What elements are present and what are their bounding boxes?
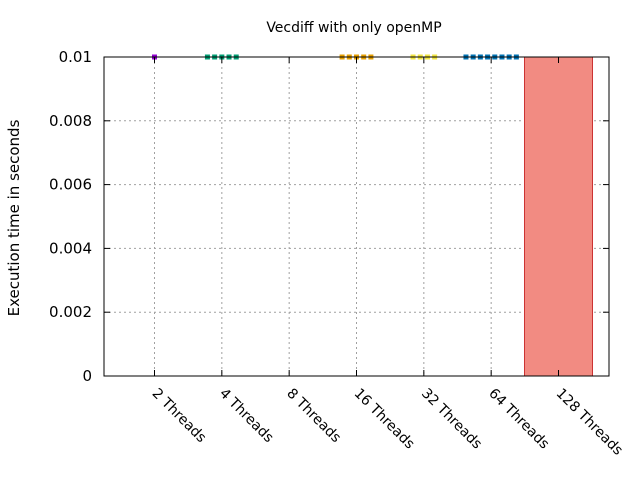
y-tick-label: 0.004 — [49, 239, 92, 257]
x-tick-label: 128 Threads — [553, 386, 626, 459]
x-tick-label: 16 Threads — [351, 386, 418, 453]
x-tick-label: 8 Threads — [283, 386, 344, 447]
y-tick-label: 0 — [82, 367, 92, 385]
y-tick-label: 0.01 — [59, 48, 92, 66]
x-tick-label: 4 Threads — [216, 386, 277, 447]
x-tick-label: 64 Threads — [485, 386, 552, 453]
x-tick-label: 2 Threads — [149, 386, 210, 447]
chart-title: Vecdiff with only openMP — [266, 20, 441, 36]
y-axis-ticks: 0 0.002 0.004 0.006 0.008 0.01 — [49, 48, 609, 385]
y-tick-label: 0.006 — [49, 176, 92, 194]
y-tick-label: 0.008 — [49, 112, 92, 130]
x-axis-labels: 2 Threads 4 Threads 8 Threads 16 Threads 32 … — [149, 386, 626, 459]
y-axis-label: Execution time in seconds — [5, 119, 23, 316]
bar — [524, 56, 593, 377]
x-tick-label: 32 Threads — [418, 386, 485, 453]
y-tick-label: 0.002 — [49, 303, 92, 321]
